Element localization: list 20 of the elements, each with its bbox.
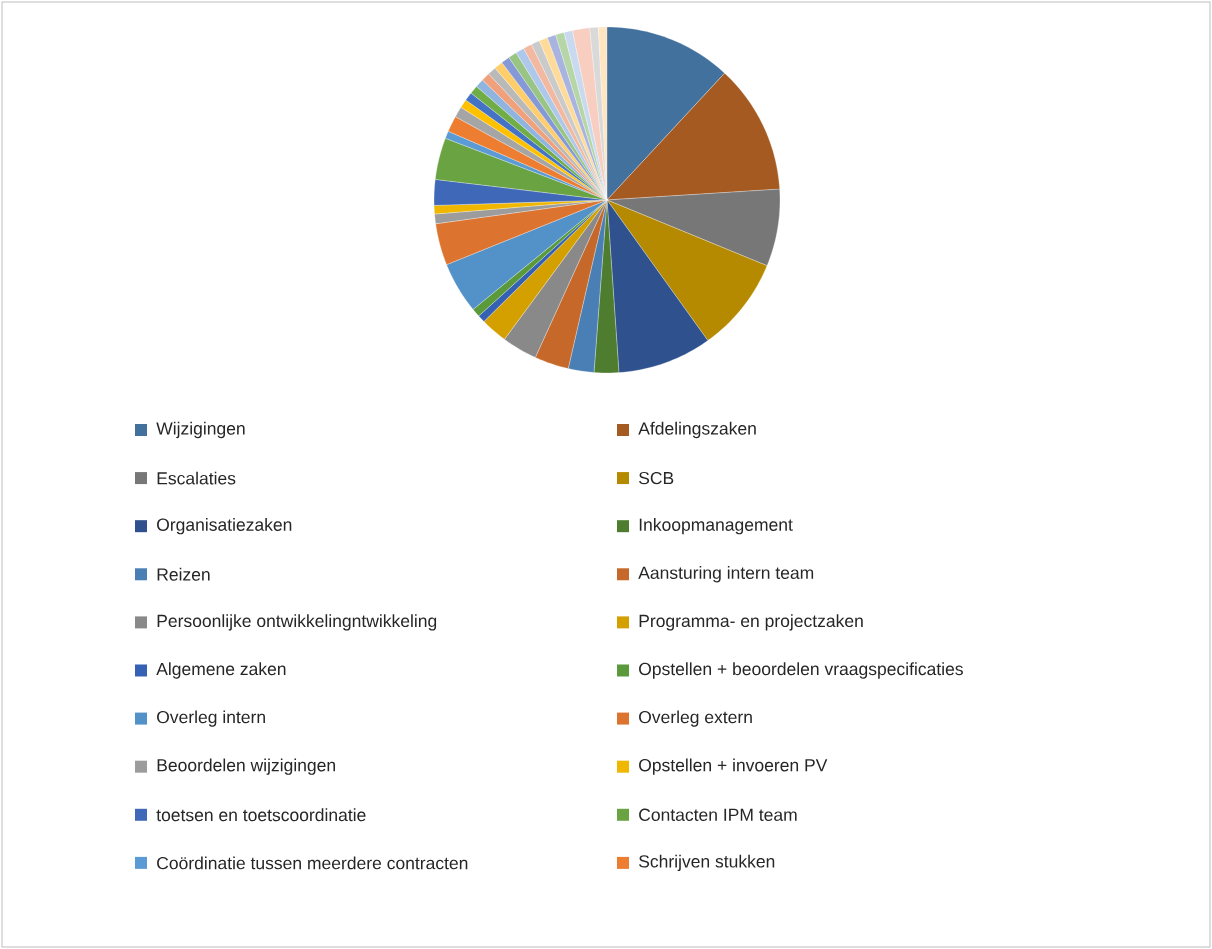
- legend-label: Aansturing intern team: [638, 566, 814, 583]
- legend-label: SCB: [639, 471, 674, 485]
- legend-label: Programma- en projectzaken: [639, 614, 863, 631]
- legend-label: Contacten IPM team: [639, 808, 797, 821]
- legend-label: Reizen: [157, 567, 210, 581]
- legend-label: Overleg intern: [157, 710, 265, 727]
- legend-label: Afdelingszaken: [638, 421, 756, 439]
- legend-label: Organisatiezaken: [157, 518, 292, 535]
- legend-label: Coördinatie tussen meerdere contracten: [157, 856, 468, 870]
- legend-label: Opstellen + beoordelen vraagspecificaties: [639, 662, 963, 679]
- legend-label: Beoordelen wijzigingen: [157, 758, 335, 775]
- legend-label: Escalaties: [157, 471, 236, 485]
- legend-label: Overleg extern: [639, 710, 752, 727]
- legend-label: Wijzigingen: [156, 421, 245, 439]
- legend-label: Opstellen + invoeren PV: [639, 758, 828, 775]
- legend-label: Algemene zaken: [156, 662, 286, 679]
- legend-label: Inkoopmanagement: [639, 518, 793, 535]
- legend-label: Persoonlijke ontwikkelingntwikkeling: [157, 614, 437, 631]
- legend-label: toetsen en toetscoordinatie: [156, 808, 366, 822]
- legend-label: Schrijven stukken: [639, 854, 775, 872]
